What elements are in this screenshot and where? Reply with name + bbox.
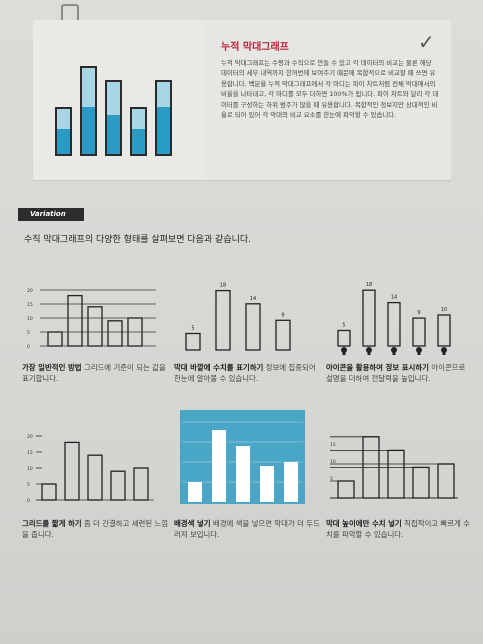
- caption-2: 막대 바깥에 수치를 표기하기 정보에 집중되어 한눈에 알아볼 수 있습니다.: [174, 363, 316, 383]
- value-label: 9: [281, 312, 284, 318]
- chart-gridlines: 0 5 10 15 20: [27, 288, 156, 350]
- bar: [87, 306, 103, 347]
- bar: [387, 301, 401, 347]
- value-label: 5: [191, 326, 194, 332]
- value-label: 18: [366, 282, 372, 288]
- bar: [41, 483, 57, 501]
- tick-label: 5: [27, 330, 30, 336]
- bulb-icon-base: [367, 352, 371, 355]
- chart-icons: 5 18 14 9 10: [337, 282, 451, 355]
- tick-label: 0: [27, 344, 30, 350]
- bar: [67, 294, 83, 347]
- bar: [87, 454, 103, 501]
- bar: [215, 289, 231, 351]
- checkmark-icon: ✓: [418, 30, 435, 54]
- bar: [212, 430, 226, 502]
- tick-label: 20: [27, 434, 33, 440]
- stacked-bar: [55, 106, 72, 156]
- bulb-icon: [366, 347, 372, 353]
- bar: [260, 466, 274, 502]
- bar: [337, 329, 351, 347]
- bar: [412, 317, 426, 347]
- value-label: 14: [391, 295, 397, 301]
- intro-text: 수직 막대그래프의 다양한 형태를 살펴보면 다음과 같습니다.: [24, 235, 252, 245]
- stacked-bar-segment: [132, 129, 145, 154]
- bar: [188, 482, 202, 502]
- stacked-bar: [80, 66, 97, 156]
- bar: [110, 470, 126, 501]
- value-label: 18: [220, 283, 226, 289]
- section-title: 누적 막대그래프: [221, 42, 289, 53]
- bar: [362, 289, 376, 347]
- bar: [47, 331, 63, 347]
- bulb-icon-base: [442, 352, 446, 355]
- caption-5: 배경색 넣기 배경에 색을 넣으면 막대가 더 두드러져 보입니다.: [174, 519, 320, 539]
- caption-4: 그리드를 짧게 하기 좀 더 간결하고 세련된 느낌을 줍니다.: [22, 519, 169, 539]
- tick-label: 15: [27, 302, 33, 308]
- tick-label: 10: [330, 459, 336, 465]
- value-label: 10: [441, 307, 447, 313]
- value-label: 9: [417, 310, 420, 316]
- bar: [127, 317, 143, 347]
- value-label: 5: [342, 323, 345, 329]
- bar: [64, 441, 80, 501]
- bar: [437, 463, 455, 499]
- chart-short-grid: 0 5 10 15 20: [27, 434, 154, 504]
- stacked-bar: [105, 79, 122, 156]
- tick-label: 20: [27, 288, 33, 294]
- chart-background: [180, 410, 305, 504]
- bulb-icon-base: [417, 352, 421, 355]
- caption-6: 막대 높이에만 수치 넣기 직접적이고 빠르게 수치를 파악할 수 있습니다.: [326, 519, 470, 539]
- stacked-bar: [130, 106, 147, 156]
- caption-3: 아이콘을 활용하여 정보 표시하기 아이콘으로 설명을 더하여 전달력을 높입니…: [326, 363, 466, 383]
- stacked-bar: [155, 79, 172, 156]
- bar: [337, 480, 355, 499]
- bulb-icon: [391, 347, 397, 353]
- bar: [107, 320, 123, 347]
- bulb-icon: [416, 347, 422, 353]
- stacked-bar-segment: [57, 128, 70, 154]
- bar: [236, 446, 250, 502]
- variation-badge: Variation: [18, 208, 84, 221]
- tick-label: 15: [27, 450, 33, 456]
- bar: [412, 466, 430, 499]
- bulb-icon: [441, 347, 447, 353]
- bulb-icon-base: [342, 352, 346, 355]
- bar: [387, 449, 405, 499]
- stacked-bar-segment: [157, 107, 170, 154]
- bar: [284, 462, 298, 502]
- bulb-icon: [341, 347, 347, 353]
- section-description: 누적 막대그래프는 수평과 수직으로 만들 수 있고 각 데이터의 비교는 물론…: [221, 59, 439, 120]
- tick-label: 10: [27, 316, 33, 322]
- bar: [133, 467, 149, 501]
- bar: [437, 314, 451, 347]
- bar: [275, 319, 291, 351]
- stacked-bar-segment: [107, 114, 120, 154]
- bar: [185, 332, 201, 351]
- value-label: 14: [250, 296, 256, 302]
- stacked-bar-segment: [82, 106, 95, 154]
- chart-height-marks: 5 10 15: [330, 436, 458, 499]
- tick-label: 5: [330, 476, 333, 482]
- tick-label: 5: [27, 482, 30, 488]
- tick-label: 10: [27, 466, 33, 472]
- bar: [245, 303, 261, 351]
- bulb-icon-base: [392, 352, 396, 355]
- stacked-bar-figure: [33, 20, 205, 180]
- caption-1: 가장 일반적인 방법 그리드에 기준이 되는 값을 표기합니다.: [22, 363, 166, 383]
- tick-label: 0: [27, 498, 30, 504]
- tick-label: 15: [330, 442, 336, 448]
